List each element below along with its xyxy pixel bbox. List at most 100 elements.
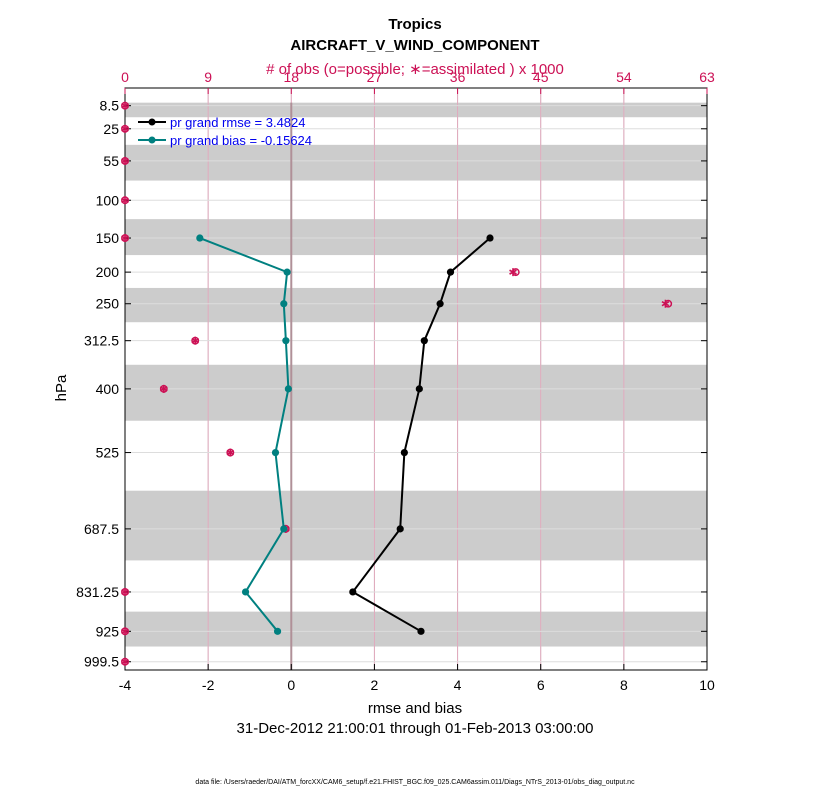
point-bias-150 (196, 234, 204, 242)
point-bias-250 (280, 300, 288, 308)
y-tick-label-925: 925 (96, 623, 120, 639)
top-tick-label-45: 45 (533, 69, 549, 85)
y-tick-label-687_5: 687.5 (84, 521, 119, 537)
chart-subtitle: AIRCRAFT_V_WIND_COMPONENT (290, 37, 539, 54)
x-tick-label-2: 2 (371, 677, 379, 693)
band-55 (125, 144, 707, 181)
obs-assimilated-55 (121, 156, 129, 165)
y-tick-label-250: 250 (96, 296, 120, 312)
obs-assimilated-stroke (509, 269, 517, 275)
point-rmse-150 (486, 234, 494, 242)
data-file-footnote: data file: /Users/raeder/DAI/ATM_forcXX/… (195, 779, 635, 786)
x-tick-label--4: -4 (119, 677, 132, 693)
point-rmse-687_5 (396, 525, 404, 533)
obs-assimilated-250 (661, 299, 670, 308)
point-rmse-250 (436, 300, 444, 308)
band-400 (125, 364, 707, 421)
x-tick-label-8: 8 (620, 677, 628, 693)
point-rmse-200 (446, 268, 455, 276)
legend-bias-label: pr grand bias = -0.15624 (170, 133, 312, 148)
top-axis-ticks: 0 9 18 27 36 45 54 63 (121, 69, 715, 94)
obs-assimilated-312_5 (191, 336, 200, 345)
obs-assimilated-stroke (121, 589, 129, 595)
obs-assimilated-stroke (121, 628, 129, 635)
y-tick-label-400: 400 (96, 381, 120, 397)
top-tick-label-18: 18 (283, 69, 299, 85)
top-tick-label-9: 9 (204, 69, 212, 85)
point-rmse-925 (417, 627, 425, 635)
x-tick-label-4: 4 (454, 677, 462, 693)
point-bias-925 (273, 627, 282, 635)
obs-assimilated-stroke (159, 386, 168, 392)
top-tick-label-0: 0 (121, 69, 129, 85)
top-tick-label-63: 63 (699, 69, 715, 85)
chart-title: Tropics (388, 16, 441, 33)
point-rmse-400 (415, 385, 423, 393)
x-axis-label: rmse and bias (368, 700, 462, 717)
y-tick-label-312_5: 312.5 (84, 333, 119, 349)
obs-assimilated-stroke (121, 102, 129, 109)
point-bias-200 (283, 268, 291, 276)
y-axis-label: hPa (53, 374, 70, 401)
obs-assimilated-stroke (121, 158, 129, 164)
obs-assimilated-stroke (226, 449, 235, 456)
top-axis-label: # of obs (o=possible; ∗=assimilated ) x … (266, 61, 564, 78)
obs-assimilated-stroke (121, 235, 129, 241)
obs-assimilated-8_5 (121, 101, 129, 110)
band-687_5 (125, 490, 707, 561)
y-tick-label-55: 55 (103, 153, 119, 169)
top-tick-label-36: 36 (450, 69, 466, 85)
y-tick-label-150: 150 (96, 230, 120, 246)
obs-assimilated-925 (121, 627, 129, 636)
x-tick-label--2: -2 (202, 677, 215, 693)
point-rmse-831_25 (349, 588, 357, 596)
obs-assimilated-400 (159, 384, 168, 393)
top-tick-label-27: 27 (367, 69, 383, 85)
band-150 (125, 219, 707, 256)
point-bias-400 (284, 385, 292, 393)
top-tick-label-54: 54 (616, 69, 632, 85)
band-250 (125, 287, 707, 323)
obs-assimilated-100 (121, 196, 129, 205)
point-bias-831_25 (241, 588, 250, 596)
obs-assimilated-999_5 (121, 657, 129, 666)
y-tick-label-200: 200 (96, 264, 120, 280)
obs-assimilated-25 (121, 124, 129, 133)
y-tick-label-100: 100 (96, 192, 120, 208)
series-lines (196, 234, 494, 635)
obs-assimilated-stroke (121, 126, 129, 132)
y-axis-ticks: 8.5 25 55 100 150 200 250 312.5 400 525 687.5 831.2… (76, 98, 707, 670)
point-bias-312_5 (282, 337, 290, 345)
point-bias-687_5 (280, 525, 288, 533)
obs-assimilated-150 (121, 234, 129, 243)
y-tick-label-999_5: 999.5 (84, 654, 119, 670)
obs-assimilated-stroke (121, 197, 129, 203)
x-tick-label-0: 0 (287, 677, 295, 693)
obs-assimilated-stroke (661, 301, 670, 307)
legend-bias-marker (148, 136, 156, 144)
date-range-label: 31-Dec-2012 21:00:01 through 01-Feb-2013… (237, 720, 594, 737)
band-8_5 (125, 102, 707, 118)
obs-assimilated-stroke (121, 659, 129, 665)
bottom-axis-ticks: -4 -2 0 2 4 6 8 10 (119, 664, 715, 693)
point-bias-525 (271, 448, 280, 457)
plot-frame (124, 87, 708, 671)
obs-assimilated-831_25 (121, 587, 129, 596)
point-rmse-525 (400, 448, 408, 457)
y-tick-label-831_25: 831.25 (76, 584, 119, 600)
x-tick-label-10: 10 (699, 677, 715, 693)
obs-assimilated-200 (509, 268, 517, 277)
legend-rmse-label: pr grand rmse = 3.4824 (170, 115, 306, 130)
y-tick-label-25: 25 (103, 121, 119, 137)
y-tick-label-525: 525 (96, 445, 120, 461)
legend-rmse-marker (148, 118, 156, 126)
obs-count-markers (121, 101, 673, 666)
obs-assimilated-stroke (191, 337, 200, 344)
legend: pr grand rmse = 3.4824 pr grand bias = -… (138, 115, 312, 148)
y-tick-label-8_5: 8.5 (100, 98, 120, 114)
level-bands (125, 102, 707, 647)
x-tick-label-6: 6 (537, 677, 545, 693)
point-rmse-312_5 (420, 337, 428, 345)
obs-assimilated-525 (226, 448, 235, 457)
